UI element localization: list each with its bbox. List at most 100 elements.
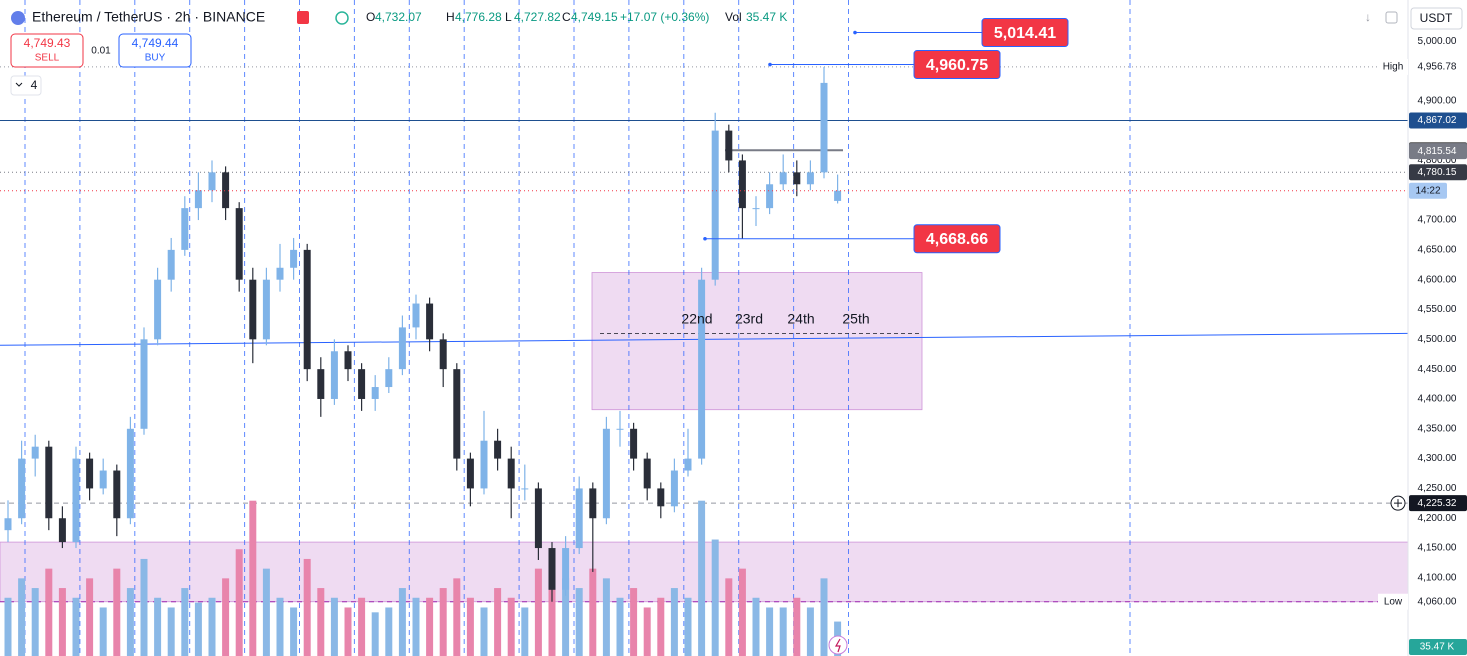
day-label: 25th — [842, 311, 869, 327]
volume-bar — [439, 588, 447, 656]
day-label: 22nd — [681, 311, 712, 327]
candle-body — [575, 488, 583, 549]
buy-label: BUY — [145, 53, 166, 64]
candle-body — [358, 369, 366, 399]
volume-bar — [738, 568, 746, 656]
day-label: 24th — [787, 311, 814, 327]
y-tick-label: 4,700.00 — [1418, 215, 1457, 226]
volume-bar — [222, 578, 230, 656]
price-badge — [1409, 112, 1467, 129]
y-tick-label: 4,400.00 — [1418, 394, 1457, 405]
y-tick-label: 4,650.00 — [1418, 245, 1457, 256]
y-tick-label: 4,600.00 — [1418, 274, 1457, 285]
candle-body — [154, 279, 162, 340]
volume-bar — [181, 588, 189, 656]
candle-body — [385, 369, 393, 388]
price-badge-label: 4,867.02 — [1418, 115, 1457, 126]
candle-body — [806, 172, 814, 185]
candle-body — [330, 351, 338, 399]
flag[interactable] — [297, 11, 309, 24]
candle-body — [113, 470, 121, 519]
price-badge-label: 4,956.78 — [1418, 62, 1457, 73]
indicator-toggle[interactable] — [10, 75, 42, 96]
candle-body — [344, 351, 352, 370]
volume-bar — [589, 568, 597, 656]
alert-bolt — [834, 638, 841, 653]
candle-body — [630, 428, 638, 459]
window-icon[interactable] — [1385, 11, 1398, 24]
candle-body — [31, 446, 39, 459]
price-badge — [1409, 143, 1467, 160]
candle-body — [548, 548, 556, 590]
volume-bar — [344, 607, 352, 656]
volume-bar — [154, 597, 162, 656]
candle-body — [72, 458, 80, 543]
volume-bar — [330, 597, 338, 656]
scroll-icon[interactable]: ↓ — [1365, 10, 1371, 24]
candle-body — [412, 303, 420, 328]
volume-bar — [385, 607, 393, 656]
volume-bar — [766, 607, 774, 656]
candle-body — [58, 518, 66, 543]
candle-body — [371, 387, 379, 399]
volume-bar — [140, 558, 148, 656]
ohlc-key: L — [505, 10, 512, 24]
volume-badge: 35.47 K — [1420, 642, 1455, 653]
callout-box — [981, 18, 1069, 48]
candle-body — [290, 249, 298, 268]
crosshair-plus — [1394, 499, 1402, 508]
zone — [591, 272, 923, 411]
volume-bar — [317, 588, 325, 656]
volume-bar — [725, 578, 733, 656]
callout-anchor — [768, 62, 772, 67]
price-badge-label: 4,060.00 — [1418, 596, 1457, 607]
y-tick-label: 4,450.00 — [1418, 364, 1457, 375]
candle-body — [276, 267, 284, 280]
badge-tag-bg — [1378, 593, 1408, 610]
buy-button[interactable] — [118, 33, 192, 68]
candle-body — [208, 172, 216, 191]
currency-box[interactable] — [1410, 7, 1463, 30]
callout-box — [913, 50, 1001, 80]
candle-body — [262, 279, 270, 340]
plot: 5,014.41 4,960.75 4,668.66 22nd 23rd 24th 25th — [0, 0, 1409, 656]
candle-body — [45, 446, 53, 519]
candle-body — [494, 440, 502, 459]
candle-body — [167, 249, 175, 280]
candle-body — [126, 428, 134, 519]
price-badge-label: 4,225.32 — [1418, 498, 1457, 509]
volume-bar — [793, 597, 801, 656]
candle-body — [249, 279, 257, 340]
sell-label: SELL — [35, 53, 60, 64]
volume-bar — [18, 578, 26, 656]
candle-body — [521, 488, 529, 490]
alert-icon[interactable] — [828, 635, 848, 655]
y-tick-label: 5,000.00 — [1418, 36, 1457, 47]
candle-body — [684, 458, 692, 471]
day-label: 23rd — [735, 311, 763, 327]
y-tick-label: 4,100.00 — [1418, 573, 1457, 584]
ohlc-legend: O 4,732.07 H 4,776.28 L 4,727.82 C 4,749.15 +17.… — [366, 10, 787, 24]
volume-bar — [684, 597, 692, 656]
candle-body — [235, 208, 243, 280]
price-badge — [1409, 593, 1467, 610]
candle-body — [18, 458, 26, 519]
volume-bar — [398, 588, 406, 656]
countdown: 14:22 — [1415, 185, 1440, 196]
volume-bar — [779, 607, 787, 656]
candle-body — [562, 548, 570, 590]
volume-bar — [303, 558, 311, 656]
volume-bar — [616, 597, 624, 656]
volume-bar — [4, 597, 12, 656]
candle-body — [698, 279, 706, 459]
sell-button[interactable] — [10, 33, 84, 68]
price-badge — [1409, 495, 1467, 512]
buy-price: 4,749.44 — [132, 36, 179, 50]
volume-bar — [752, 597, 760, 656]
volume-bar — [630, 588, 638, 656]
badge-tag: Low — [1384, 596, 1403, 607]
candle-body — [670, 470, 678, 507]
axis-labels: 5,000.00 4,900.00 4,800.00 4,700.00 4,650.00… — [1378, 36, 1467, 655]
volume-bar — [602, 578, 610, 656]
